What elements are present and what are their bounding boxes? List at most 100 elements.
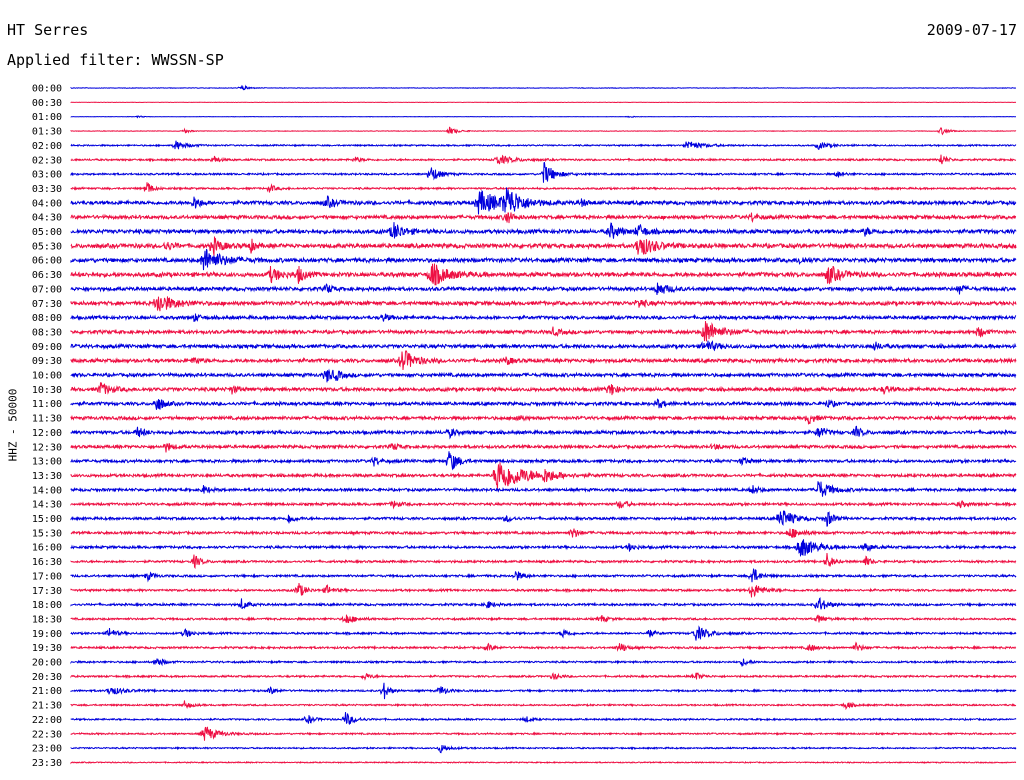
date-label: 2009-07-17 xyxy=(926,21,1017,39)
trace-line xyxy=(70,442,1017,453)
time-label: 18:30 xyxy=(32,614,62,625)
trace-line xyxy=(70,510,1017,527)
trace-line xyxy=(70,84,1016,91)
trace-line xyxy=(70,398,1017,410)
time-label: 08:30 xyxy=(32,327,62,338)
time-label: 06:00 xyxy=(32,256,62,267)
time-label: 03:00 xyxy=(32,170,62,181)
trace-line xyxy=(70,500,1017,510)
time-label: 19:00 xyxy=(32,629,62,640)
trace-line xyxy=(70,682,1017,700)
seismogram-traces xyxy=(70,84,1017,765)
trace-line xyxy=(70,568,1017,583)
time-label: 18:00 xyxy=(32,600,62,611)
trace-line xyxy=(70,712,1017,725)
trace-line xyxy=(70,451,1017,471)
time-label: 04:00 xyxy=(32,198,62,209)
trace-line xyxy=(70,425,1017,440)
time-label: 15:30 xyxy=(32,528,62,539)
trace-line xyxy=(70,349,1017,371)
time-label: 11:30 xyxy=(32,414,62,425)
time-label: 22:30 xyxy=(32,729,62,740)
time-labels: 00:00 00:30 01:00 01:30 02:00 02:30 03:00 03:30… xyxy=(32,84,62,769)
trace-line xyxy=(70,760,1017,765)
time-label: 02:00 xyxy=(32,141,62,152)
trace-line xyxy=(70,582,1017,598)
time-label: 10:00 xyxy=(32,371,62,382)
trace-line xyxy=(70,614,1017,624)
trace-line xyxy=(70,552,1017,570)
time-label: 21:30 xyxy=(32,701,62,712)
time-label: 17:00 xyxy=(32,571,62,582)
trace-line xyxy=(70,658,1017,667)
trace-line xyxy=(70,313,1017,322)
trace-line xyxy=(70,263,1017,286)
trace-line xyxy=(70,154,1017,165)
time-label: 05:00 xyxy=(32,227,62,238)
time-label: 01:00 xyxy=(32,112,62,123)
time-label: 14:30 xyxy=(32,500,62,511)
trace-line xyxy=(70,597,1017,610)
time-label: 15:00 xyxy=(32,514,62,525)
time-label: 11:00 xyxy=(32,399,62,410)
time-label: 12:00 xyxy=(32,428,62,439)
trace-line xyxy=(70,340,1017,352)
trace-line xyxy=(70,187,1017,215)
time-label: 21:00 xyxy=(32,686,62,697)
station-title: HT Serres xyxy=(7,21,89,39)
trace-line xyxy=(70,462,1017,489)
time-label: 10:30 xyxy=(32,385,62,396)
trace-line xyxy=(70,641,1017,652)
trace-line xyxy=(70,212,1017,224)
trace-line xyxy=(70,414,1017,425)
time-label: 23:30 xyxy=(32,758,62,769)
trace-line xyxy=(70,140,1017,150)
trace-line xyxy=(70,126,1017,136)
time-label: 07:00 xyxy=(32,284,62,295)
trace-line xyxy=(70,672,1017,681)
trace-line xyxy=(70,528,1017,538)
time-label: 08:00 xyxy=(32,313,62,324)
trace-line xyxy=(70,161,1017,183)
time-label: 13:00 xyxy=(32,457,62,468)
time-label: 00:30 xyxy=(32,98,62,109)
time-label: 00:00 xyxy=(32,84,62,95)
trace-line xyxy=(70,726,1017,741)
trace-line xyxy=(70,700,1017,711)
trace-line xyxy=(70,182,1017,193)
filter-label: Applied filter: WWSSN-SP xyxy=(7,51,224,69)
time-label: 19:30 xyxy=(32,643,62,654)
trace-line xyxy=(70,539,1017,557)
trace-line xyxy=(70,625,1017,641)
time-label: 04:30 xyxy=(32,213,62,224)
time-label: 20:00 xyxy=(32,658,62,669)
trace-line xyxy=(70,282,1017,296)
time-label: 02:30 xyxy=(32,155,62,166)
time-label: 16:00 xyxy=(32,543,62,554)
time-label: 07:30 xyxy=(32,299,62,310)
trace-line xyxy=(70,296,1017,312)
trace-line xyxy=(70,115,1016,119)
time-label: 03:30 xyxy=(32,184,62,195)
trace-line xyxy=(70,481,1017,497)
time-label: 13:30 xyxy=(32,471,62,482)
time-label: 23:00 xyxy=(32,744,62,755)
time-label: 09:30 xyxy=(32,356,62,367)
time-label: 09:00 xyxy=(32,342,62,353)
time-label: 16:30 xyxy=(32,557,62,568)
trace-line xyxy=(70,744,1017,754)
time-label: 05:30 xyxy=(32,241,62,252)
time-label: 01:30 xyxy=(32,127,62,138)
time-label: 20:30 xyxy=(32,672,62,683)
time-label: 12:30 xyxy=(32,442,62,453)
trace-line xyxy=(70,236,1017,256)
time-label: 17:30 xyxy=(32,586,62,597)
time-label: 22:00 xyxy=(32,715,62,726)
trace-line xyxy=(70,222,1017,239)
time-label: 06:30 xyxy=(32,270,62,281)
trace-line xyxy=(70,321,1017,342)
trace-line xyxy=(70,248,1017,271)
trace-line xyxy=(70,381,1017,396)
time-label: 14:00 xyxy=(32,485,62,496)
